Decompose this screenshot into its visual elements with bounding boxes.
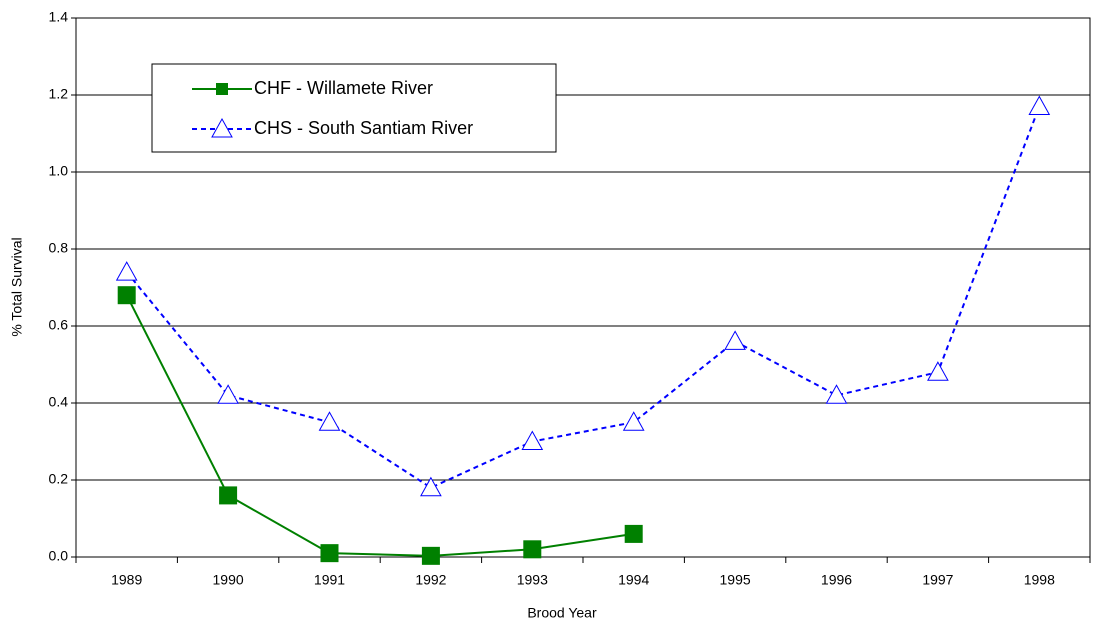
x-tick-label: 1990 (213, 572, 244, 588)
y-tick-label: 0.6 (49, 317, 69, 333)
series-line (125, 106, 1041, 489)
y-axis-label: % Total Survival (9, 237, 25, 336)
point (622, 411, 645, 431)
y-tick-label: 0.2 (49, 471, 69, 487)
y-tick-label: 1.4 (49, 9, 69, 25)
point (523, 540, 542, 559)
legend-marker (216, 83, 228, 95)
x-tick-label: 1991 (314, 572, 345, 588)
point (1028, 95, 1051, 116)
point (724, 330, 746, 350)
legend-marker (211, 117, 233, 138)
point (117, 286, 136, 305)
y-tick-label: 0.8 (49, 240, 69, 256)
legend-label: CHF - Willamete River (254, 78, 433, 98)
point (217, 384, 239, 404)
x-tick-label: 1998 (1024, 572, 1055, 588)
x-tick-label: 1995 (720, 572, 751, 588)
point (421, 546, 440, 565)
point (521, 430, 544, 450)
x-tick-label: 1992 (415, 572, 446, 588)
point (219, 486, 238, 505)
x-tick-label: 1996 (821, 572, 852, 588)
point (320, 544, 339, 563)
y-tick-label: 1.2 (49, 86, 69, 102)
point (927, 361, 949, 381)
point (318, 411, 341, 431)
x-tick-label: 1997 (922, 572, 953, 588)
y-tick-label: 0.0 (49, 548, 69, 564)
x-tick-label: 1994 (618, 572, 649, 588)
point (115, 261, 138, 281)
point (825, 384, 848, 404)
x-axis-label: Brood Year (527, 605, 597, 621)
series-line (125, 294, 634, 557)
x-tick-label: 1989 (111, 572, 142, 588)
y-tick-label: 0.4 (49, 394, 69, 410)
legend-label: CHS - South Santiam River (254, 118, 473, 138)
point (420, 476, 442, 497)
y-tick-label: 1.0 (49, 163, 69, 179)
x-tick-label: 1993 (517, 572, 548, 588)
point (624, 524, 643, 543)
